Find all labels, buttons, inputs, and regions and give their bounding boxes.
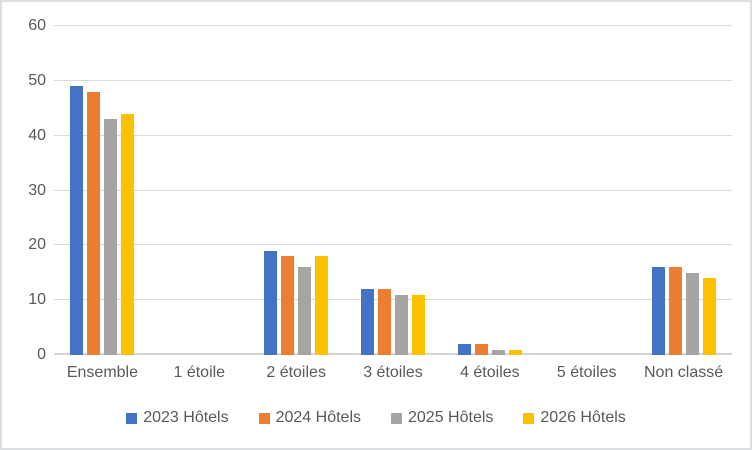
gridline	[54, 299, 732, 301]
x-axis: Ensemble 1 étoile 2 étoiles 3 étoiles 4 étoi…	[54, 364, 732, 382]
y-tick-label: 60	[28, 17, 46, 34]
bar	[361, 289, 374, 355]
x-axis-label: 3 étoiles	[363, 364, 423, 381]
x-axis-label: 1 étoile	[173, 364, 226, 381]
bar	[315, 256, 329, 355]
bar-group	[538, 26, 635, 355]
bar	[121, 113, 135, 355]
y-tick-label: 50	[28, 71, 46, 89]
gridline	[54, 25, 732, 26]
legend-label: 2023 Hôtels	[143, 409, 229, 426]
bar-group	[635, 26, 732, 355]
bar	[668, 267, 682, 355]
bar-group	[54, 26, 151, 355]
x-axis-label: 5 étoiles	[556, 364, 617, 381]
x-axis-label: 4 étoiles	[460, 364, 520, 381]
legend-item: 2024 Hôtels	[258, 409, 361, 427]
gridline	[54, 79, 732, 81]
gridline	[54, 134, 732, 136]
y-tick-label: 20	[28, 236, 46, 254]
bar-group	[345, 26, 442, 355]
bar	[457, 344, 471, 355]
bar	[378, 289, 391, 355]
legend-swatch-icon	[126, 412, 138, 424]
legend-item: 2023 Hôtels	[126, 409, 229, 427]
bar	[651, 267, 665, 355]
bar-group	[441, 26, 538, 355]
bar-groups	[54, 26, 732, 355]
bar	[281, 256, 295, 355]
bar	[685, 272, 699, 355]
plot-area	[54, 25, 732, 355]
bar	[395, 294, 408, 355]
legend-label: 2026 Hôtels	[540, 409, 626, 426]
legend-swatch-icon	[258, 412, 270, 424]
legend-item: 2026 Hôtels	[523, 409, 626, 427]
bar-group	[248, 26, 345, 355]
legend-item: 2025 Hôtels	[391, 409, 493, 427]
y-tick-label: 0	[37, 346, 46, 363]
gridline	[54, 244, 732, 246]
bar	[474, 344, 488, 355]
y-tick-label: 40	[28, 126, 46, 144]
bar	[87, 91, 101, 355]
gridline	[54, 353, 732, 355]
legend-label: 2025 Hôtels	[408, 409, 494, 426]
y-tick-label: 30	[28, 181, 46, 199]
bar	[491, 349, 505, 355]
bar	[412, 294, 425, 355]
legend: 2023 Hôtels 2024 Hôtels 2025 Hôtels 2026 Hô…	[2, 409, 750, 427]
bar	[70, 86, 84, 355]
gridline	[54, 189, 732, 191]
bar	[508, 349, 522, 355]
legend-label: 2024 Hôtels	[275, 409, 361, 426]
bar	[264, 250, 278, 355]
y-tick-label: 10	[28, 291, 46, 309]
legend-swatch-icon	[391, 412, 402, 424]
bar	[298, 267, 312, 355]
bar-group	[151, 26, 248, 355]
bar	[104, 119, 118, 355]
x-axis-label: Non classé	[644, 364, 724, 381]
legend-swatch-icon	[523, 412, 535, 424]
x-axis-label: Ensemble	[66, 364, 138, 381]
x-axis-label: 2 étoiles	[266, 364, 326, 381]
bar	[702, 278, 716, 355]
